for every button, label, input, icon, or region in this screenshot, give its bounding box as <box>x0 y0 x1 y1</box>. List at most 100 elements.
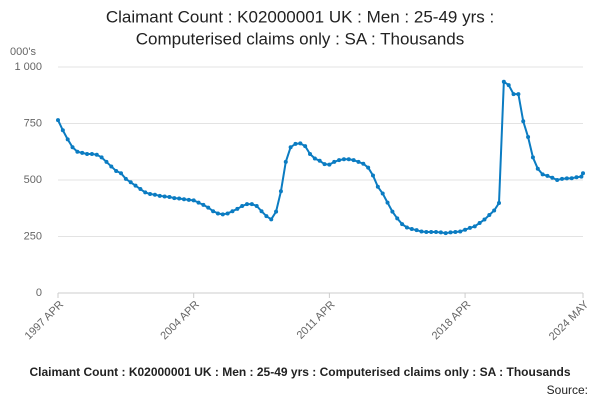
data-point <box>225 211 230 216</box>
data-point <box>182 197 187 202</box>
data-point <box>526 135 531 140</box>
data-point <box>201 202 206 207</box>
data-point <box>569 176 574 181</box>
data-point <box>511 92 516 97</box>
data-point <box>75 149 80 154</box>
data-point <box>390 209 395 214</box>
data-point <box>283 159 288 164</box>
data-point <box>60 128 65 133</box>
data-point <box>477 220 482 225</box>
data-point <box>424 229 429 234</box>
data-point <box>429 229 434 234</box>
data-point <box>167 194 172 199</box>
data-point <box>245 202 250 207</box>
data-point <box>400 222 405 227</box>
data-point <box>472 224 477 229</box>
data-point <box>385 200 390 205</box>
data-point <box>492 208 497 213</box>
data-point <box>463 227 468 232</box>
data-point <box>148 192 153 197</box>
data-point <box>579 174 584 179</box>
data-point <box>530 155 535 160</box>
data-point <box>70 145 75 150</box>
data-point <box>395 216 400 221</box>
data-point <box>114 168 119 173</box>
data-point <box>215 211 220 216</box>
data-point <box>317 158 322 163</box>
data-point <box>322 162 327 167</box>
data-point <box>501 79 506 84</box>
data-point <box>560 176 565 181</box>
data-point <box>123 176 128 181</box>
footer: Claimant Count : K02000001 UK : Men : 25… <box>29 365 570 379</box>
data-point <box>191 198 196 203</box>
y-unit: 000's <box>10 46 36 58</box>
data-point <box>240 203 245 208</box>
data-point <box>535 166 540 171</box>
data-point <box>375 184 380 189</box>
x-tick-label: 2011 APR <box>295 299 338 342</box>
data-point <box>133 183 138 188</box>
y-tick-label: 0 <box>36 287 42 299</box>
series-line <box>57 79 584 235</box>
data-point <box>467 225 472 230</box>
data-point <box>516 92 521 97</box>
data-point <box>278 189 283 194</box>
data-point <box>337 158 342 163</box>
x-tick-label: 2004 APR <box>158 299 202 343</box>
data-point <box>138 187 143 192</box>
y-tick-label: 750 <box>24 117 42 129</box>
data-point <box>230 209 235 214</box>
x-tick-label: 2024 MAY <box>547 298 592 343</box>
data-point <box>351 158 356 163</box>
data-point <box>119 171 124 176</box>
data-point <box>550 175 555 180</box>
data-point <box>581 171 585 176</box>
data-point <box>414 228 419 233</box>
data-point <box>56 118 60 123</box>
data-point <box>574 175 579 180</box>
data-point <box>380 191 385 196</box>
data-point <box>177 196 182 201</box>
data-point <box>109 164 114 169</box>
data-point <box>206 205 211 210</box>
data-point <box>162 194 167 199</box>
data-point <box>371 173 376 178</box>
data-point <box>341 157 346 162</box>
y-tick-label: 1 000 <box>14 61 42 73</box>
data-point <box>366 165 371 170</box>
data-point <box>157 193 162 198</box>
data-point <box>346 157 351 162</box>
x-tick-label: 1997 APR <box>23 299 67 343</box>
data-point <box>540 172 545 177</box>
data-point <box>85 152 90 157</box>
data-point <box>274 209 279 214</box>
data-point <box>259 209 264 214</box>
data-point <box>89 152 94 157</box>
data-point <box>288 145 293 150</box>
data-point <box>361 161 366 166</box>
data-point <box>404 225 409 230</box>
data-point <box>564 176 569 181</box>
data-point <box>482 217 487 222</box>
data-point <box>497 201 502 206</box>
data-point <box>545 173 550 178</box>
data-point <box>99 155 104 160</box>
data-point <box>143 190 148 195</box>
data-point <box>65 137 70 142</box>
source: Source: <box>547 383 588 397</box>
data-point <box>128 180 133 185</box>
data-point <box>327 162 332 167</box>
data-point <box>254 203 259 208</box>
data-point <box>506 83 511 88</box>
data-point <box>312 156 317 161</box>
data-point <box>264 214 269 219</box>
data-point <box>521 119 526 124</box>
data-point <box>104 159 109 164</box>
y-tick-label: 500 <box>24 174 42 186</box>
data-point <box>303 144 308 149</box>
data-point <box>80 150 85 155</box>
data-point <box>487 213 492 218</box>
data-point <box>298 141 303 146</box>
